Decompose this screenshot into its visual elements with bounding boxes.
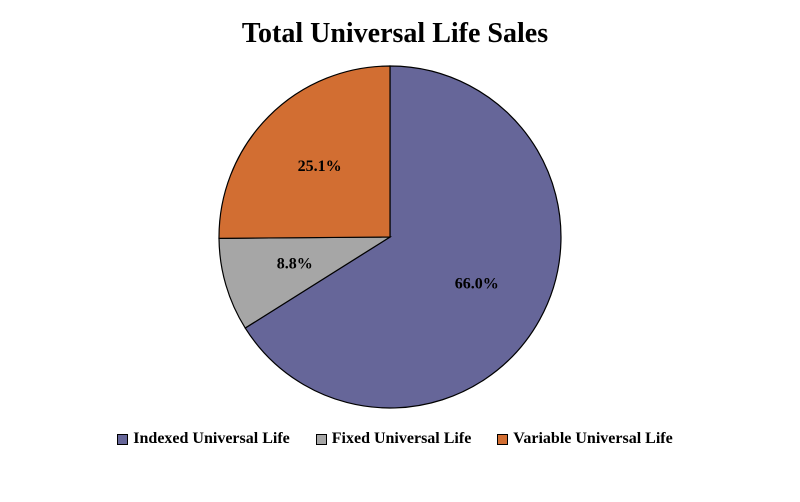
legend-item-indexed: Indexed Universal Life bbox=[117, 430, 290, 448]
legend-swatch-indexed bbox=[117, 433, 129, 445]
pie-slices bbox=[218, 65, 562, 409]
legend-label-indexed: Indexed Universal Life bbox=[133, 430, 290, 447]
pie-slice-indexed bbox=[244, 65, 562, 409]
pie-slice-labels: 66.0% 8.8% 25.1% bbox=[277, 158, 499, 293]
slice-label-variable: 25.1% bbox=[298, 158, 342, 175]
legend-swatch-fixed bbox=[315, 433, 327, 445]
legend-label-fixed: Fixed Universal Life bbox=[331, 430, 472, 447]
legend-item-variable: Variable Universal Life bbox=[497, 430, 673, 448]
pie-slice-fixed bbox=[218, 236, 393, 329]
legend-label-variable: Variable Universal Life bbox=[513, 430, 673, 447]
pie-slice-variable bbox=[218, 65, 391, 239]
chart-title: Total Universal Life Sales bbox=[241, 18, 549, 49]
slice-label-fixed: 8.8% bbox=[277, 256, 313, 273]
legend-item-fixed: Fixed Universal Life bbox=[315, 430, 472, 448]
legend: Indexed Universal Life Fixed Universal L… bbox=[0, 430, 790, 448]
slice-label-indexed: 66.0% bbox=[455, 276, 499, 293]
legend-swatch-variable bbox=[497, 433, 509, 445]
